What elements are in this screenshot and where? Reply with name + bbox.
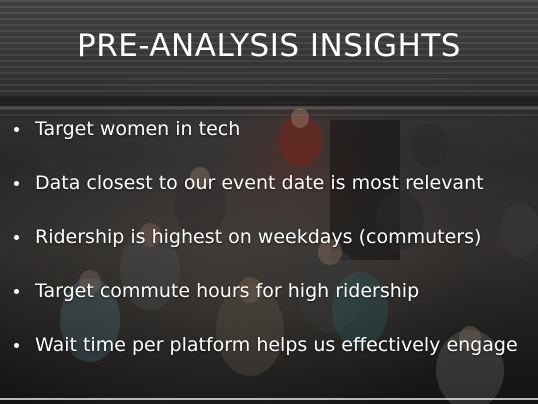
bullet-dot-icon xyxy=(14,181,19,186)
bullet-item: Data closest to our event date is most r… xyxy=(14,170,534,224)
bullet-list: Target women in tech Data closest to our… xyxy=(14,116,534,386)
slide-title: PRE-ANALYSIS INSIGHTS xyxy=(77,28,461,64)
bullet-item: Target commute hours for high ridership xyxy=(14,278,534,332)
bullet-text: Wait time per platform helps us effectiv… xyxy=(35,334,518,356)
bullet-dot-icon xyxy=(14,289,19,294)
bullet-text: Target commute hours for high ridership xyxy=(35,280,420,302)
bullet-dot-icon xyxy=(14,235,19,240)
bullet-item: Target women in tech xyxy=(14,116,534,170)
bullet-text: Target women in tech xyxy=(35,118,241,140)
bullet-text: Data closest to our event date is most r… xyxy=(35,172,484,194)
bottom-divider xyxy=(0,398,538,400)
bullet-item: Ridership is highest on weekdays (commut… xyxy=(14,224,534,278)
bullet-item: Wait time per platform helps us effectiv… xyxy=(14,332,534,386)
bullet-dot-icon xyxy=(14,127,19,132)
bullet-dot-icon xyxy=(14,343,19,348)
bullet-text: Ridership is highest on weekdays (commut… xyxy=(35,226,482,248)
